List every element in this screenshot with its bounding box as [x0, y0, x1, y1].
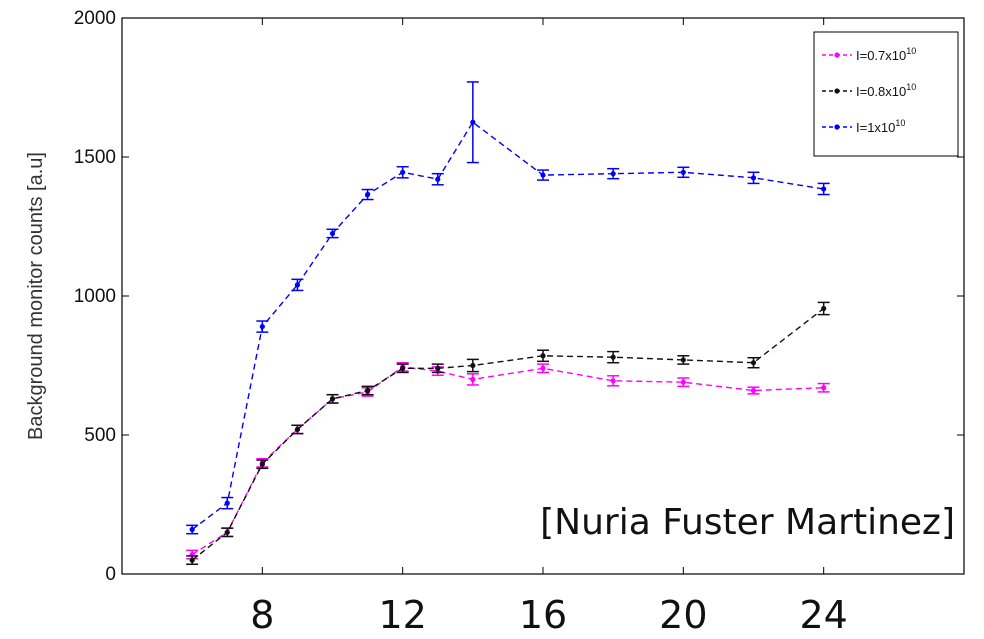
data-point — [470, 119, 476, 125]
credit-annotation: [Nuria Fuster Martinez] — [540, 502, 955, 543]
legend-item: I=1x1010 — [822, 118, 905, 135]
legend-marker — [834, 124, 840, 130]
legend-label-exponent: 10 — [906, 46, 916, 56]
data-point — [329, 396, 336, 402]
y-axis-ticks: 0 500 1000 1500 2000 — [74, 8, 964, 585]
x-tick-label: 20 — [659, 593, 707, 637]
data-point — [610, 354, 616, 360]
series-group — [186, 301, 830, 566]
data-point — [750, 175, 757, 181]
x-tick-label: 8 — [250, 593, 274, 637]
legend-label: I=0.8x1010 — [856, 82, 916, 99]
data-point — [680, 169, 686, 175]
data-point — [294, 426, 301, 433]
legend-marker — [834, 52, 840, 58]
data-point — [259, 323, 265, 330]
y-tick-label: 1000 — [74, 286, 116, 307]
data-point — [364, 191, 371, 198]
legend-label-exponent: 10 — [906, 82, 916, 92]
legend-marker — [834, 88, 840, 94]
data-point — [224, 529, 230, 535]
legend-label-text: I=0.7x10 — [856, 48, 906, 63]
data-point — [400, 365, 406, 371]
data-point — [470, 362, 476, 369]
data-point — [470, 376, 476, 382]
x-tick-label: 12 — [378, 593, 426, 637]
y-tick-label: 0 — [105, 564, 116, 585]
series-layer — [186, 81, 830, 566]
data-point — [259, 461, 265, 467]
series-group — [186, 81, 830, 535]
data-point — [364, 387, 371, 394]
series-line — [191, 307, 825, 561]
data-point — [435, 365, 441, 371]
data-point — [821, 385, 827, 391]
data-point — [821, 305, 827, 312]
data-point — [224, 500, 230, 506]
legend-item: I=0.7x1010 — [822, 46, 916, 63]
y-tick-label: 2000 — [74, 8, 116, 29]
data-point — [189, 557, 195, 563]
data-point — [540, 172, 546, 178]
legend-label-text: I=0.8x10 — [856, 84, 906, 99]
series-line — [191, 121, 824, 531]
data-point — [750, 360, 757, 366]
data-point — [540, 365, 546, 371]
data-point — [680, 357, 686, 363]
legend-label: I=0.7x1010 — [856, 46, 916, 63]
data-point — [435, 176, 441, 182]
x-tick-label: 16 — [519, 593, 567, 637]
legend-label-exponent: 10 — [895, 118, 905, 128]
data-point — [610, 378, 616, 384]
data-point — [821, 186, 827, 192]
legend-item: I=0.8x1010 — [822, 82, 916, 99]
data-point — [750, 387, 757, 394]
legend-label-text: I=1x10 — [856, 120, 895, 135]
data-point — [400, 169, 406, 175]
data-point — [294, 282, 301, 288]
y-tick-label: 1500 — [74, 147, 116, 168]
legend-label: I=1x1010 — [856, 118, 905, 135]
data-point — [540, 353, 546, 359]
data-point — [680, 379, 686, 385]
y-tick-label: 500 — [84, 425, 116, 446]
x-tick-label: 24 — [799, 593, 847, 637]
data-point — [610, 171, 616, 177]
y-axis-label: Background monitor counts [a.u] — [25, 152, 47, 440]
data-point — [189, 526, 195, 533]
data-point — [329, 230, 336, 237]
x-axis-ticks: 8 12 16 20 24 — [250, 18, 848, 637]
